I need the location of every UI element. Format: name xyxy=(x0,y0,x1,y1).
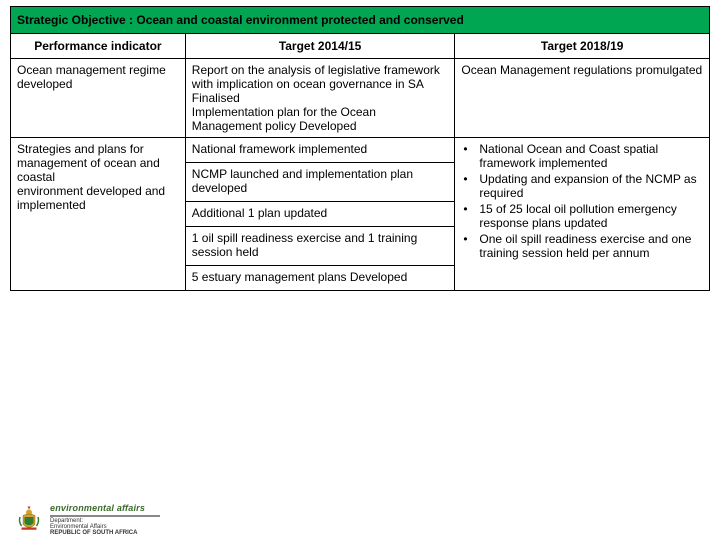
logo-country: REPUBLIC OF SOUTH AFRICA xyxy=(50,530,160,536)
col-header-indicator: Performance indicator xyxy=(11,34,186,59)
subitem: National framework implemented xyxy=(186,138,455,163)
indicator-cell: Strategies and plans for management of o… xyxy=(11,138,186,291)
target-2014-subtable: National framework implemented NCMP laun… xyxy=(186,138,455,290)
subitem: 5 estuary management plans Developed xyxy=(186,266,455,291)
table-row: Strategies and plans for management of o… xyxy=(11,138,710,291)
target-2014-cell: Report on the analysis of legislative fr… xyxy=(185,59,455,138)
logo-title: environmental affairs xyxy=(50,504,160,513)
indicator-cell: Ocean management regime developed xyxy=(11,59,186,138)
target-2018-bullets: •National Ocean and Coast spatial framew… xyxy=(461,142,703,260)
logo-text-block: environmental affairs Department: Enviro… xyxy=(50,504,160,536)
target-2018-cell: Ocean Management regulations promulgated xyxy=(455,59,710,138)
footer-logo: environmental affairs Department: Enviro… xyxy=(14,504,160,536)
table-row: Ocean management regime developed Report… xyxy=(11,59,710,138)
subitem: Additional 1 plan updated xyxy=(186,202,455,227)
subitem: 1 oil spill readiness exercise and 1 tra… xyxy=(186,227,455,266)
col-header-2018: Target 2018/19 xyxy=(455,34,710,59)
bullet-item: •15 of 25 local oil pollution emergency … xyxy=(461,202,703,230)
objectives-table: Strategic Objective : Ocean and coastal … xyxy=(10,6,710,291)
target-2018-cell: •National Ocean and Coast spatial framew… xyxy=(455,138,710,291)
logo-divider xyxy=(50,515,160,517)
target-2014-cell: National framework implemented NCMP laun… xyxy=(185,138,455,291)
objective-row: Strategic Objective : Ocean and coastal … xyxy=(11,7,710,34)
objective-cell: Strategic Objective : Ocean and coastal … xyxy=(11,7,710,34)
coat-of-arms-icon xyxy=(14,505,44,535)
bullet-item: •Updating and expansion of the NCMP as r… xyxy=(461,172,703,200)
column-header-row: Performance indicator Target 2014/15 Tar… xyxy=(11,34,710,59)
bullet-item: •One oil spill readiness exercise and on… xyxy=(461,232,703,260)
col-header-2014: Target 2014/15 xyxy=(185,34,455,59)
bullet-item: •National Ocean and Coast spatial framew… xyxy=(461,142,703,170)
subitem: NCMP launched and implementation plan de… xyxy=(186,163,455,202)
